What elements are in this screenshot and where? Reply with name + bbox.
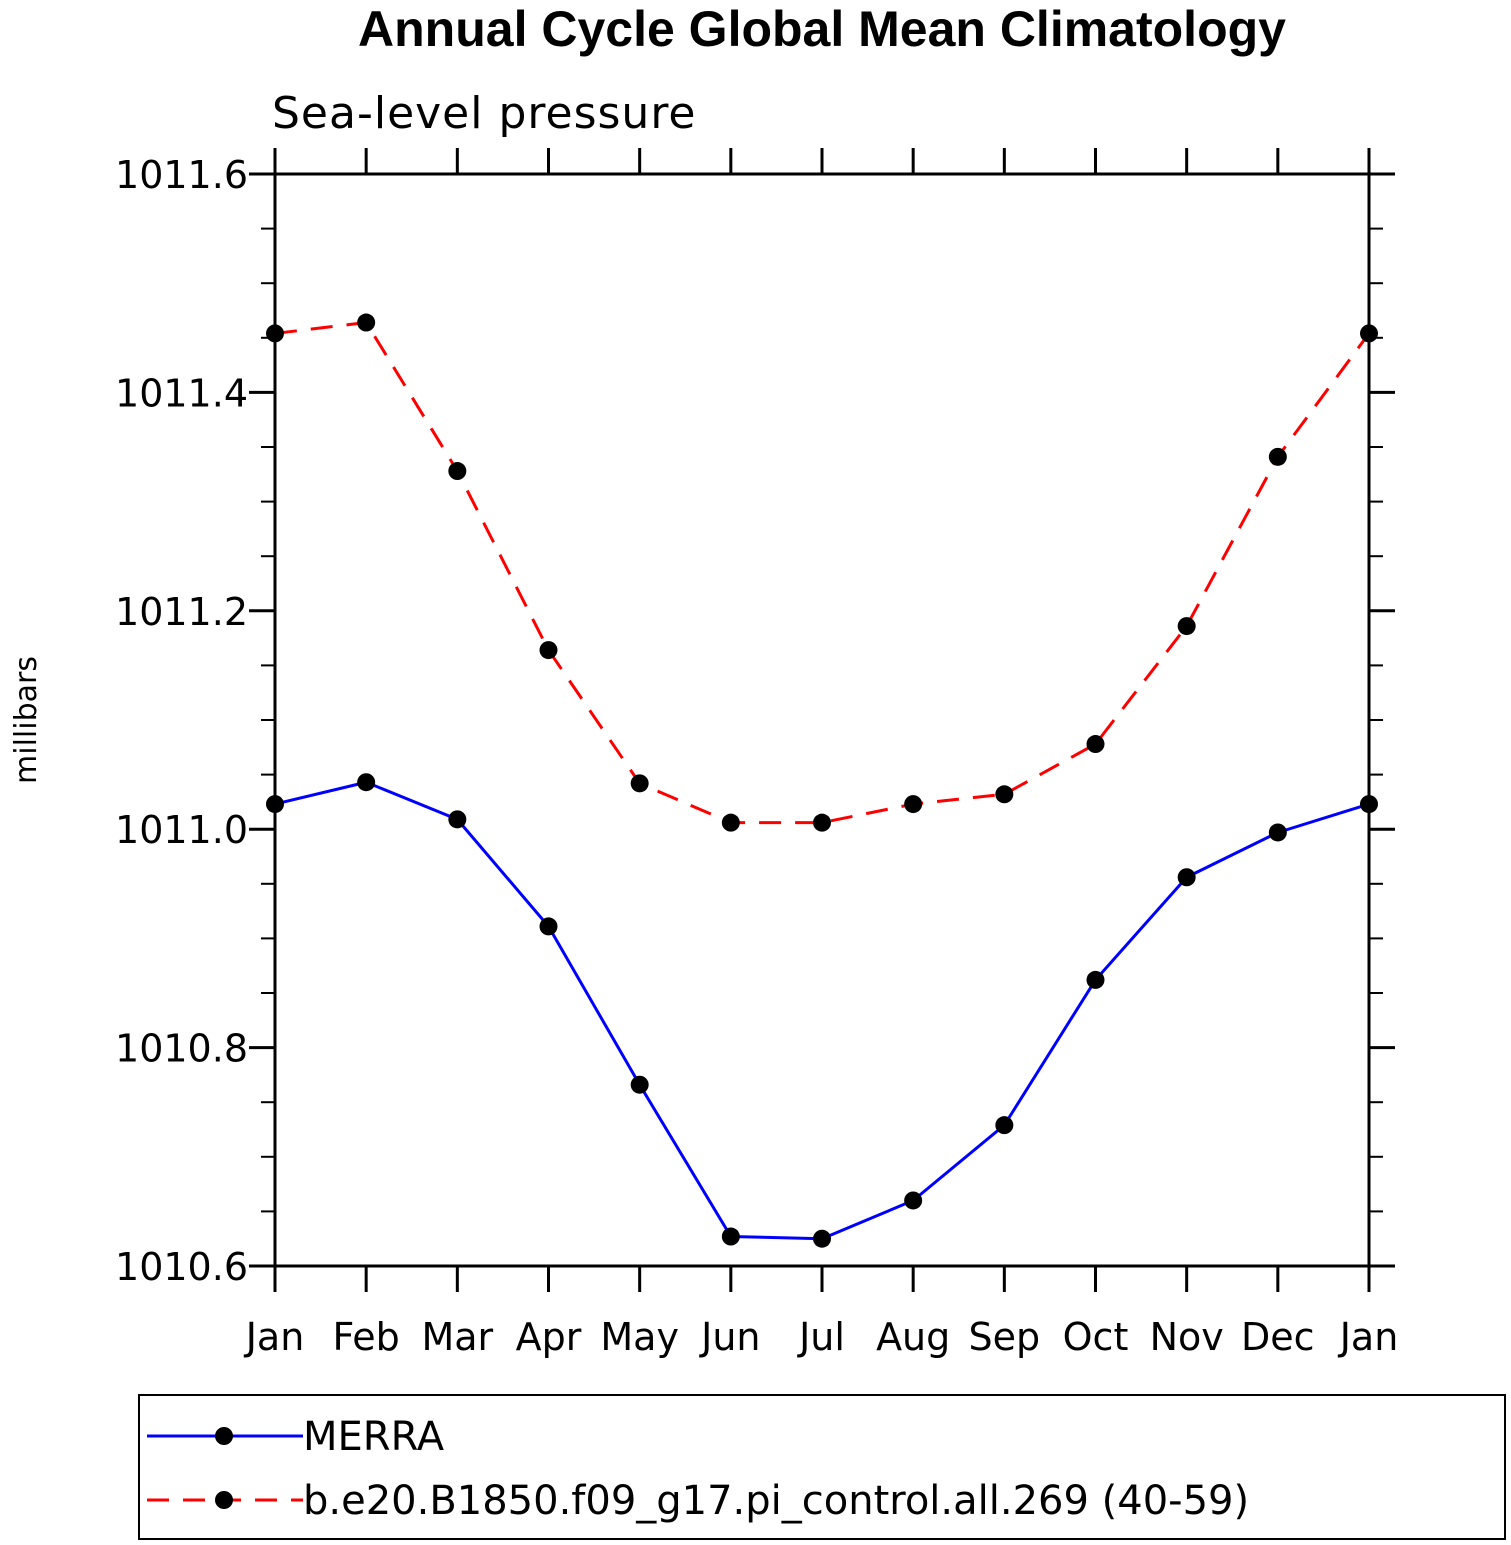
- y-tick-label: 1011.2: [115, 590, 248, 634]
- legend-box: [138, 1394, 1506, 1540]
- x-tick-label: Feb: [333, 1315, 400, 1359]
- series-line-1: [274, 320, 1371, 825]
- data-point: [995, 1116, 1014, 1135]
- x-tick-label: Aug: [876, 1315, 950, 1359]
- x-tick-label: Apr: [516, 1315, 582, 1359]
- data-point: [357, 313, 376, 332]
- x-tick-label: Jul: [797, 1315, 845, 1359]
- chart-title: Annual Cycle Global Mean Climatology: [358, 1, 1286, 57]
- chart-subtitle: Sea-level pressure: [272, 88, 697, 139]
- x-tick-labels: Jan Feb Mar Apr May Jun Jul Aug Sep Oct Nov Dec Jan: [244, 1315, 1399, 1359]
- data-point: [448, 810, 467, 829]
- data-point: [630, 1075, 649, 1094]
- data-point: [539, 917, 558, 936]
- data-point: [1268, 447, 1287, 466]
- data-point: [904, 1191, 923, 1210]
- data-point: [630, 774, 649, 793]
- y-tick-label: 1011.0: [115, 808, 248, 852]
- y-tick-labels: 1010.6 1010.8 1011.0 1011.2 1011.4 1011.6: [115, 153, 248, 1289]
- plot-frame: [273, 172, 1371, 1268]
- data-point: [539, 641, 558, 660]
- ticks-layer: [249, 148, 1395, 1292]
- data-point: [1086, 735, 1105, 754]
- data-point: [721, 813, 740, 832]
- y-tick-label: 1010.6: [115, 1245, 248, 1289]
- data-point: [813, 1229, 831, 1248]
- legend-label: MERRA: [303, 1414, 445, 1460]
- y-tick-label: 1011.4: [115, 371, 248, 415]
- y-tick-label: 1010.8: [115, 1027, 248, 1071]
- x-tick-label: Dec: [1241, 1315, 1315, 1359]
- x-tick-label: May: [600, 1315, 679, 1359]
- x-tick-label: Jan: [1338, 1315, 1399, 1359]
- x-tick-label: Jun: [699, 1315, 760, 1359]
- y-axis-label: millibars: [9, 656, 44, 784]
- data-point: [1177, 868, 1196, 887]
- data-point: [1268, 823, 1287, 842]
- data-point: [357, 773, 376, 792]
- data-point: [448, 462, 467, 481]
- x-tick-label: Nov: [1150, 1315, 1224, 1359]
- data-point: [721, 1227, 740, 1246]
- data-point: [1086, 970, 1105, 989]
- legend-label: b.e20.B1850.f09_g17.pi_control.all.269 (…: [303, 1478, 1249, 1524]
- legend-marker: [215, 1491, 233, 1509]
- data-point: [995, 785, 1014, 804]
- series-layer: [266, 313, 1378, 1248]
- x-tick-label: Oct: [1063, 1315, 1129, 1359]
- x-tick-label: Jan: [244, 1315, 305, 1359]
- legend: MERRA b.e20.B1850.f09_g17.pi_control.all.…: [138, 1394, 1506, 1540]
- data-point: [813, 813, 831, 832]
- data-point: [1177, 617, 1196, 636]
- x-tick-label: Sep: [969, 1315, 1041, 1359]
- x-tick-label: Mar: [421, 1315, 493, 1359]
- y-tick-label: 1011.6: [115, 153, 248, 197]
- series-line-0: [274, 780, 1370, 1241]
- data-point: [904, 795, 923, 814]
- legend-marker: [215, 1427, 233, 1445]
